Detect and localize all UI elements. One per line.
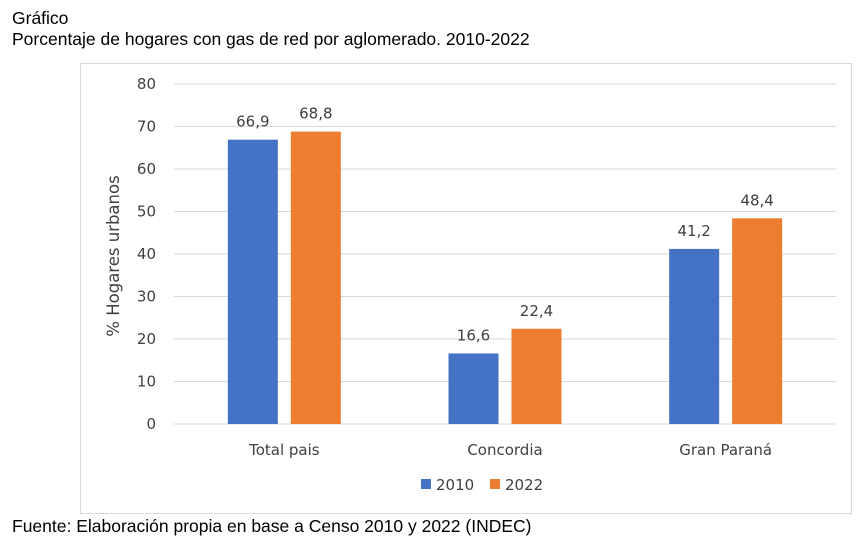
- data-label: 41,2: [677, 222, 710, 240]
- y-axis-title: % Hogares urbanos: [104, 175, 123, 336]
- source-note: Fuente: Elaboración propia en base a Cen…: [12, 516, 532, 536]
- data-label: 66,9: [236, 113, 269, 131]
- chart-frame: [80, 63, 852, 514]
- bar-2010: [669, 248, 720, 424]
- bar-2022: [732, 218, 783, 424]
- bar-2022: [290, 131, 341, 424]
- y-tick-label: 60: [137, 160, 156, 178]
- x-tick-label: Total pais: [248, 441, 320, 459]
- legend-label: 2010: [436, 476, 474, 494]
- y-tick-label: 10: [137, 373, 156, 391]
- data-label: 22,4: [520, 302, 553, 320]
- data-label: 48,4: [740, 191, 773, 209]
- y-tick-label: 70: [137, 118, 156, 136]
- y-tick-label: 40: [137, 245, 156, 263]
- y-tick-label: 30: [137, 288, 156, 306]
- y-tick-label: 50: [137, 203, 156, 221]
- bar-2010: [227, 139, 278, 425]
- data-label: 68,8: [299, 105, 332, 123]
- figure-label: Gráfico: [12, 8, 69, 28]
- legend-swatch-2010: [421, 479, 431, 489]
- y-tick-label: 80: [137, 75, 156, 93]
- bar-2010: [448, 353, 499, 424]
- x-tick-label: Concordia: [467, 441, 542, 459]
- y-tick-label: 0: [146, 415, 156, 433]
- chart-title: Porcentaje de hogares con gas de red por…: [12, 29, 530, 49]
- legend-label: 2022: [505, 476, 543, 494]
- legend-swatch-2022: [490, 479, 500, 489]
- chart-heading: Gráfico Porcentaje de hogares con gas de…: [12, 8, 530, 50]
- x-tick-label: Gran Paraná: [679, 441, 772, 459]
- data-label: 16,6: [457, 326, 490, 344]
- bar-2022: [511, 328, 562, 424]
- y-tick-label: 20: [137, 330, 156, 348]
